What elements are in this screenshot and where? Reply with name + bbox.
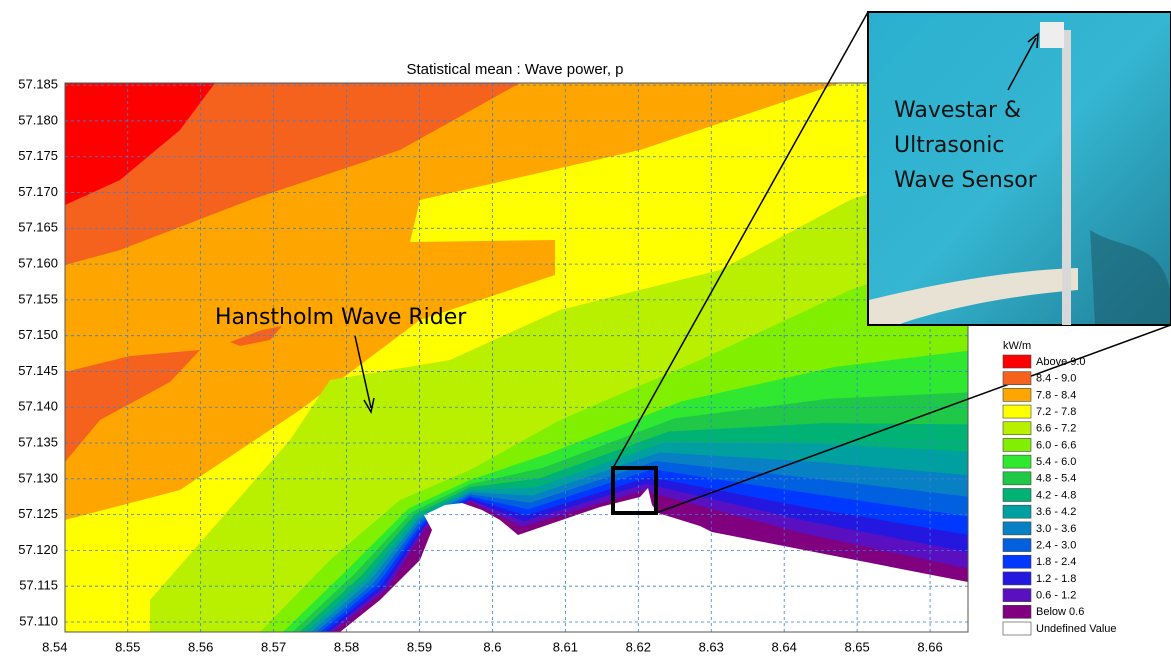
y-tick-label: 57.135 — [18, 434, 58, 449]
y-tick-label: 57.160 — [18, 256, 58, 271]
legend-swatch — [1003, 455, 1031, 468]
legend-swatch — [1003, 505, 1031, 518]
y-tick-label: 57.170 — [18, 184, 58, 199]
y-tick-label: 57.140 — [18, 399, 58, 414]
y-tick-label: 57.180 — [18, 112, 58, 127]
x-tick-label: 8.65 — [844, 639, 869, 654]
inset-pier — [1062, 30, 1071, 325]
annotation: Hanstholm Wave Rider — [215, 305, 467, 330]
x-tick-label: 8.54 — [42, 639, 67, 654]
plot-area — [65, 83, 968, 632]
y-tick-label: 57.120 — [18, 542, 58, 557]
legend: Above 9.0 8.4 - 9.0 7.8 - 8.4 7.2 - 7.8 6.6 … — [1003, 355, 1117, 635]
legend-swatch — [1003, 438, 1031, 451]
x-tick-label: 8.58 — [334, 639, 359, 654]
legend-label: 2.4 - 3.0 — [1036, 539, 1076, 551]
legend-label: Below 0.6 — [1036, 606, 1084, 618]
legend-swatch — [1003, 388, 1031, 401]
legend-label: 6.6 - 7.2 — [1036, 423, 1076, 435]
y-tick-label: 57.150 — [18, 327, 58, 342]
legend-swatch — [1003, 539, 1031, 552]
legend-label: 7.8 - 8.4 — [1036, 389, 1076, 401]
legend-swatch — [1003, 489, 1031, 502]
x-tick-label: 8.63 — [699, 639, 724, 654]
legend-label: 6.0 - 6.6 — [1036, 439, 1076, 451]
legend-label: 4.8 - 5.4 — [1036, 473, 1076, 485]
legend-label: 3.6 - 4.2 — [1036, 506, 1076, 518]
legend-label: 0.6 - 1.2 — [1036, 590, 1076, 602]
legend-swatch — [1003, 605, 1031, 618]
legend-swatch — [1003, 355, 1031, 368]
x-tick-label: 8.61 — [553, 639, 578, 654]
legend-label: 8.4 - 9.0 — [1036, 373, 1076, 385]
legend-label: 4.2 - 4.8 — [1036, 489, 1076, 501]
inset-label: Ultrasonic — [894, 133, 1004, 158]
legend-label: Above 9.0 — [1036, 356, 1086, 368]
legend-label: Undefined Value — [1036, 623, 1117, 635]
legend-title: kW/m — [1003, 340, 1031, 352]
legend-label: 7.2 - 7.8 — [1036, 406, 1076, 418]
legend-swatch — [1003, 555, 1031, 568]
inset-photo: Wavestar & Ultrasonic Wave Sensor — [868, 12, 1171, 325]
x-tick-label: 8.55 — [115, 639, 140, 654]
x-tick-label: 8.57 — [261, 639, 286, 654]
y-tick-label: 57.130 — [18, 470, 58, 485]
legend-swatch — [1003, 589, 1031, 602]
legend-label: 1.2 - 1.8 — [1036, 573, 1076, 585]
inset-device — [1040, 22, 1064, 48]
legend-swatch — [1003, 372, 1031, 385]
x-tick-label: 8.6 — [483, 639, 501, 654]
legend-label: 1.8 - 2.4 — [1036, 556, 1076, 568]
legend-swatch — [1003, 622, 1031, 635]
legend-swatch — [1003, 405, 1031, 418]
y-tick-label: 57.125 — [18, 506, 58, 521]
y-tick-label: 57.145 — [18, 363, 58, 378]
y-tick-label: 57.175 — [18, 148, 58, 163]
chart: 8.54 8.55 8.56 8.57 8.58 8.59 8.6 8.61 8.62 8.63 8… — [0, 0, 1171, 659]
legend-swatch — [1003, 472, 1031, 485]
y-tick-label: 57.165 — [18, 220, 58, 235]
y-tick-label: 57.185 — [18, 77, 58, 92]
x-tick-label: 8.56 — [188, 639, 213, 654]
legend-swatch — [1003, 522, 1031, 535]
y-tick-label: 57.155 — [18, 291, 58, 306]
legend-swatch — [1003, 422, 1031, 435]
x-tick-label: 8.66 — [917, 639, 942, 654]
legend-swatch — [1003, 572, 1031, 585]
y-tick-label: 57.115 — [19, 578, 58, 593]
inset-label: Wave Sensor — [894, 168, 1038, 193]
chart-title: Statistical mean : Wave power, p — [406, 61, 623, 78]
x-tick-label: 8.64 — [772, 639, 797, 654]
page: 8.54 8.55 8.56 8.57 8.58 8.59 8.6 8.61 8.62 8.63 8… — [0, 0, 1171, 659]
legend-label: 3.0 - 3.6 — [1036, 523, 1076, 535]
x-tick-label: 8.62 — [626, 639, 651, 654]
inset-label: Wavestar & — [894, 98, 1021, 123]
legend-label: 5.4 - 6.0 — [1036, 456, 1076, 468]
y-tick-label: 57.110 — [19, 613, 58, 628]
x-tick-label: 8.59 — [407, 639, 432, 654]
